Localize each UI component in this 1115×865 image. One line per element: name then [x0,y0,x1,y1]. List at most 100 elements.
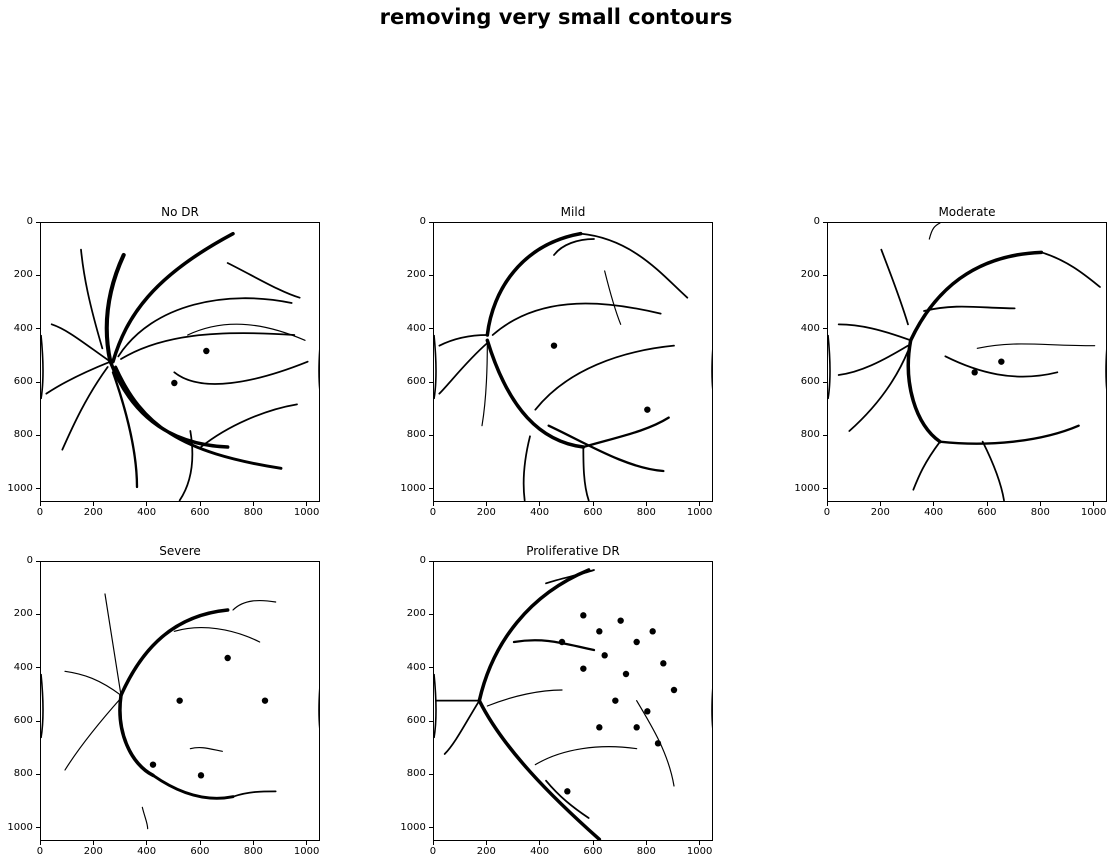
fov-rim [318,688,319,729]
y-tick-label: 200 [13,269,33,281]
x-tick-label: 600 [977,507,997,518]
fov-rim [41,334,44,400]
x-tick-mark [306,502,308,506]
y-tick-mark [36,328,40,330]
x-tick-label: 800 [1030,507,1050,518]
fov-rim [711,349,712,390]
lesion-blob [633,638,640,646]
x-tick-mark [92,841,94,845]
x-tick-mark [986,502,988,506]
y-tick-mark [36,667,40,669]
lesion-blob [971,369,978,376]
lesion-blob [224,654,231,662]
vessel-segment [104,252,126,364]
lesion-blob [601,652,608,659]
fov-rim [828,334,831,400]
y-tick-mark [429,613,433,615]
lesion-blob [149,761,157,768]
lesion-blob [580,665,587,672]
vessel-segment [976,343,1096,349]
vessel-segment [582,446,590,501]
x-tick-label: 400 [530,507,550,518]
y-tick-mark [429,560,433,562]
x-tick-mark [645,502,647,506]
y-tick-label: 400 [800,322,820,334]
vessel-mask-moderate [828,223,1106,501]
vessel-segment [534,344,675,411]
y-tick-label: 800 [800,429,820,441]
x-tick-label: 200 [83,846,103,857]
fov-rim [434,673,437,739]
vessel-segment [579,232,689,299]
y-tick-label: 200 [406,608,426,620]
x-tick-label: 0 [36,507,44,518]
vessel-segment [443,699,481,755]
vessel-segment [438,342,489,395]
x-tick-mark [252,841,254,845]
x-tick-label: 400 [137,846,157,857]
y-tick-label: 200 [13,608,33,620]
vessel-segment [485,338,586,449]
x-tick-mark [146,841,148,845]
y-tick-mark [429,381,433,383]
vessel-segment [173,627,261,643]
x-tick-label: 400 [137,507,157,518]
lesion-blob [644,708,651,715]
lesion-blob [644,406,651,413]
lesion-blob [660,660,667,667]
fov-rim [41,673,44,739]
x-tick-mark [645,841,647,845]
image-axes-mild [433,222,713,502]
vessel-segment [438,334,489,347]
y-tick-mark [36,221,40,223]
y-tick-mark [36,434,40,436]
y-tick-label: 600 [13,376,33,387]
vessel-segment [178,430,194,501]
y-tick-label: 800 [406,768,426,780]
x-tick-mark [539,841,541,845]
vessel-segment [151,773,235,800]
vessel-segment [582,416,670,449]
y-tick-mark [36,560,40,562]
vessel-segment [880,248,909,326]
x-tick-label: 1000 [1080,507,1107,518]
panel-title-mild: Mild [560,205,586,219]
x-tick-label: 0 [36,846,44,857]
y-tick-mark [429,773,433,775]
vessel-segment [200,403,298,448]
y-tick-mark [36,613,40,615]
vessel-segment [944,355,1059,378]
vessel-segment [545,569,595,585]
vessel-segment [64,670,122,696]
x-tick-label: 1000 [686,846,713,857]
y-tick-mark [823,434,827,436]
vessel-segment [117,297,293,358]
lesion-blob [633,724,640,731]
y-tick-mark [36,488,40,490]
y-tick-label: 0 [419,555,426,566]
vessel-segment [522,435,531,501]
image-axes-proliferative-dr [433,561,713,841]
vessel-segment [45,360,112,395]
x-tick-label: 1000 [686,507,713,518]
y-tick-mark [36,720,40,722]
lesion-blob [550,342,558,349]
x-tick-mark [592,841,594,845]
vessel-segment [512,639,596,652]
lesion-blob [197,772,205,779]
y-tick-mark [429,667,433,669]
vessel-segment [189,746,223,752]
x-tick-label: 600 [190,507,210,518]
vessel-segment [486,689,563,707]
y-tick-label: 600 [800,376,820,387]
panel-title-no-dr: No DR [161,205,199,219]
y-tick-label: 400 [406,661,426,673]
y-tick-mark [429,827,433,829]
x-tick-mark [699,502,701,506]
vessel-segment [481,342,488,427]
y-tick-label: 200 [800,269,820,281]
y-tick-mark [36,827,40,829]
x-tick-mark [933,502,935,506]
x-tick-mark [879,502,881,506]
vessel-segment [837,344,909,376]
